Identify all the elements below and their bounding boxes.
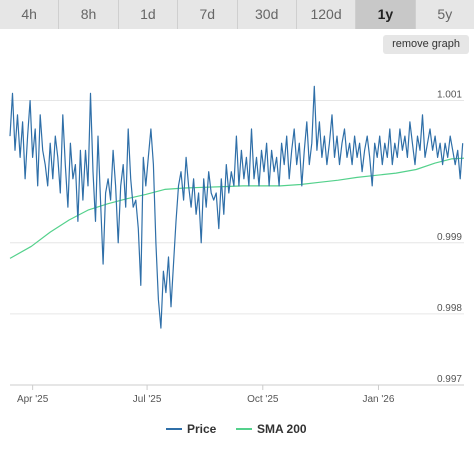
legend-item-price[interactable]: Price <box>187 422 217 436</box>
y-tick-label: 1.001 <box>437 90 462 101</box>
tab-7d[interactable]: 7d <box>178 0 238 29</box>
tab-4h[interactable]: 4h <box>0 0 60 29</box>
grid-lines <box>10 100 464 386</box>
y-tick-label: 0.999 <box>437 232 462 243</box>
legend: Price SMA 200 <box>166 422 307 436</box>
tab-30d[interactable]: 30d <box>237 0 297 29</box>
legend-item-sma-200[interactable]: SMA 200 <box>257 422 307 436</box>
tab-5y[interactable]: 5y <box>415 0 474 29</box>
tab-1d[interactable]: 1d <box>118 0 179 29</box>
x-tick-label: Apr '25 <box>17 394 49 405</box>
x-tick-label: Jan '26 <box>363 394 395 405</box>
series-line-sma-200 <box>9 157 465 259</box>
y-tick-label: 0.998 <box>437 303 462 314</box>
x-tick-label: Oct '25 <box>247 394 279 405</box>
remove-graph-button[interactable]: remove graph <box>383 35 469 54</box>
y-tick-label: 0.997 <box>437 374 462 385</box>
x-axis-ticks: Apr '25 Jul '25 Oct '25 Jan '26 <box>17 385 395 405</box>
series-line-price <box>9 85 464 329</box>
tab-1y[interactable]: 1y <box>356 0 416 29</box>
tab-120d[interactable]: 120d <box>296 0 357 29</box>
series-lines <box>9 85 465 329</box>
x-tick-label: Jul '25 <box>133 394 162 405</box>
range-tabs: 4h 8h 1d 7d 30d 120d 1y 5y <box>0 0 474 29</box>
tab-8h[interactable]: 8h <box>59 0 119 29</box>
y-axis-ticks: 0.997 0.998 0.999 1.001 <box>437 90 462 385</box>
